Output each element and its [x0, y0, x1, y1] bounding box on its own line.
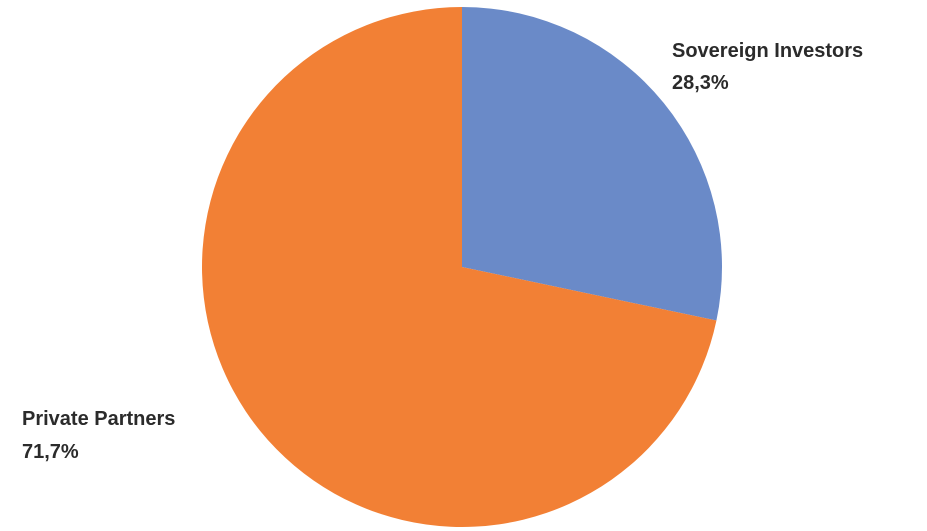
pie-slice-sovereign-investors [462, 7, 722, 321]
pie-slice-private-partners [201, 7, 717, 527]
slice-label-sovereign-investors: Sovereign Investors [672, 40, 863, 62]
slice-value-private-partners: 71,7% [22, 441, 79, 463]
slice-label-private-partners: Private Partners [22, 408, 175, 430]
pie-slices [201, 7, 722, 527]
slice-value-sovereign-investors: 28,3% [672, 72, 729, 94]
